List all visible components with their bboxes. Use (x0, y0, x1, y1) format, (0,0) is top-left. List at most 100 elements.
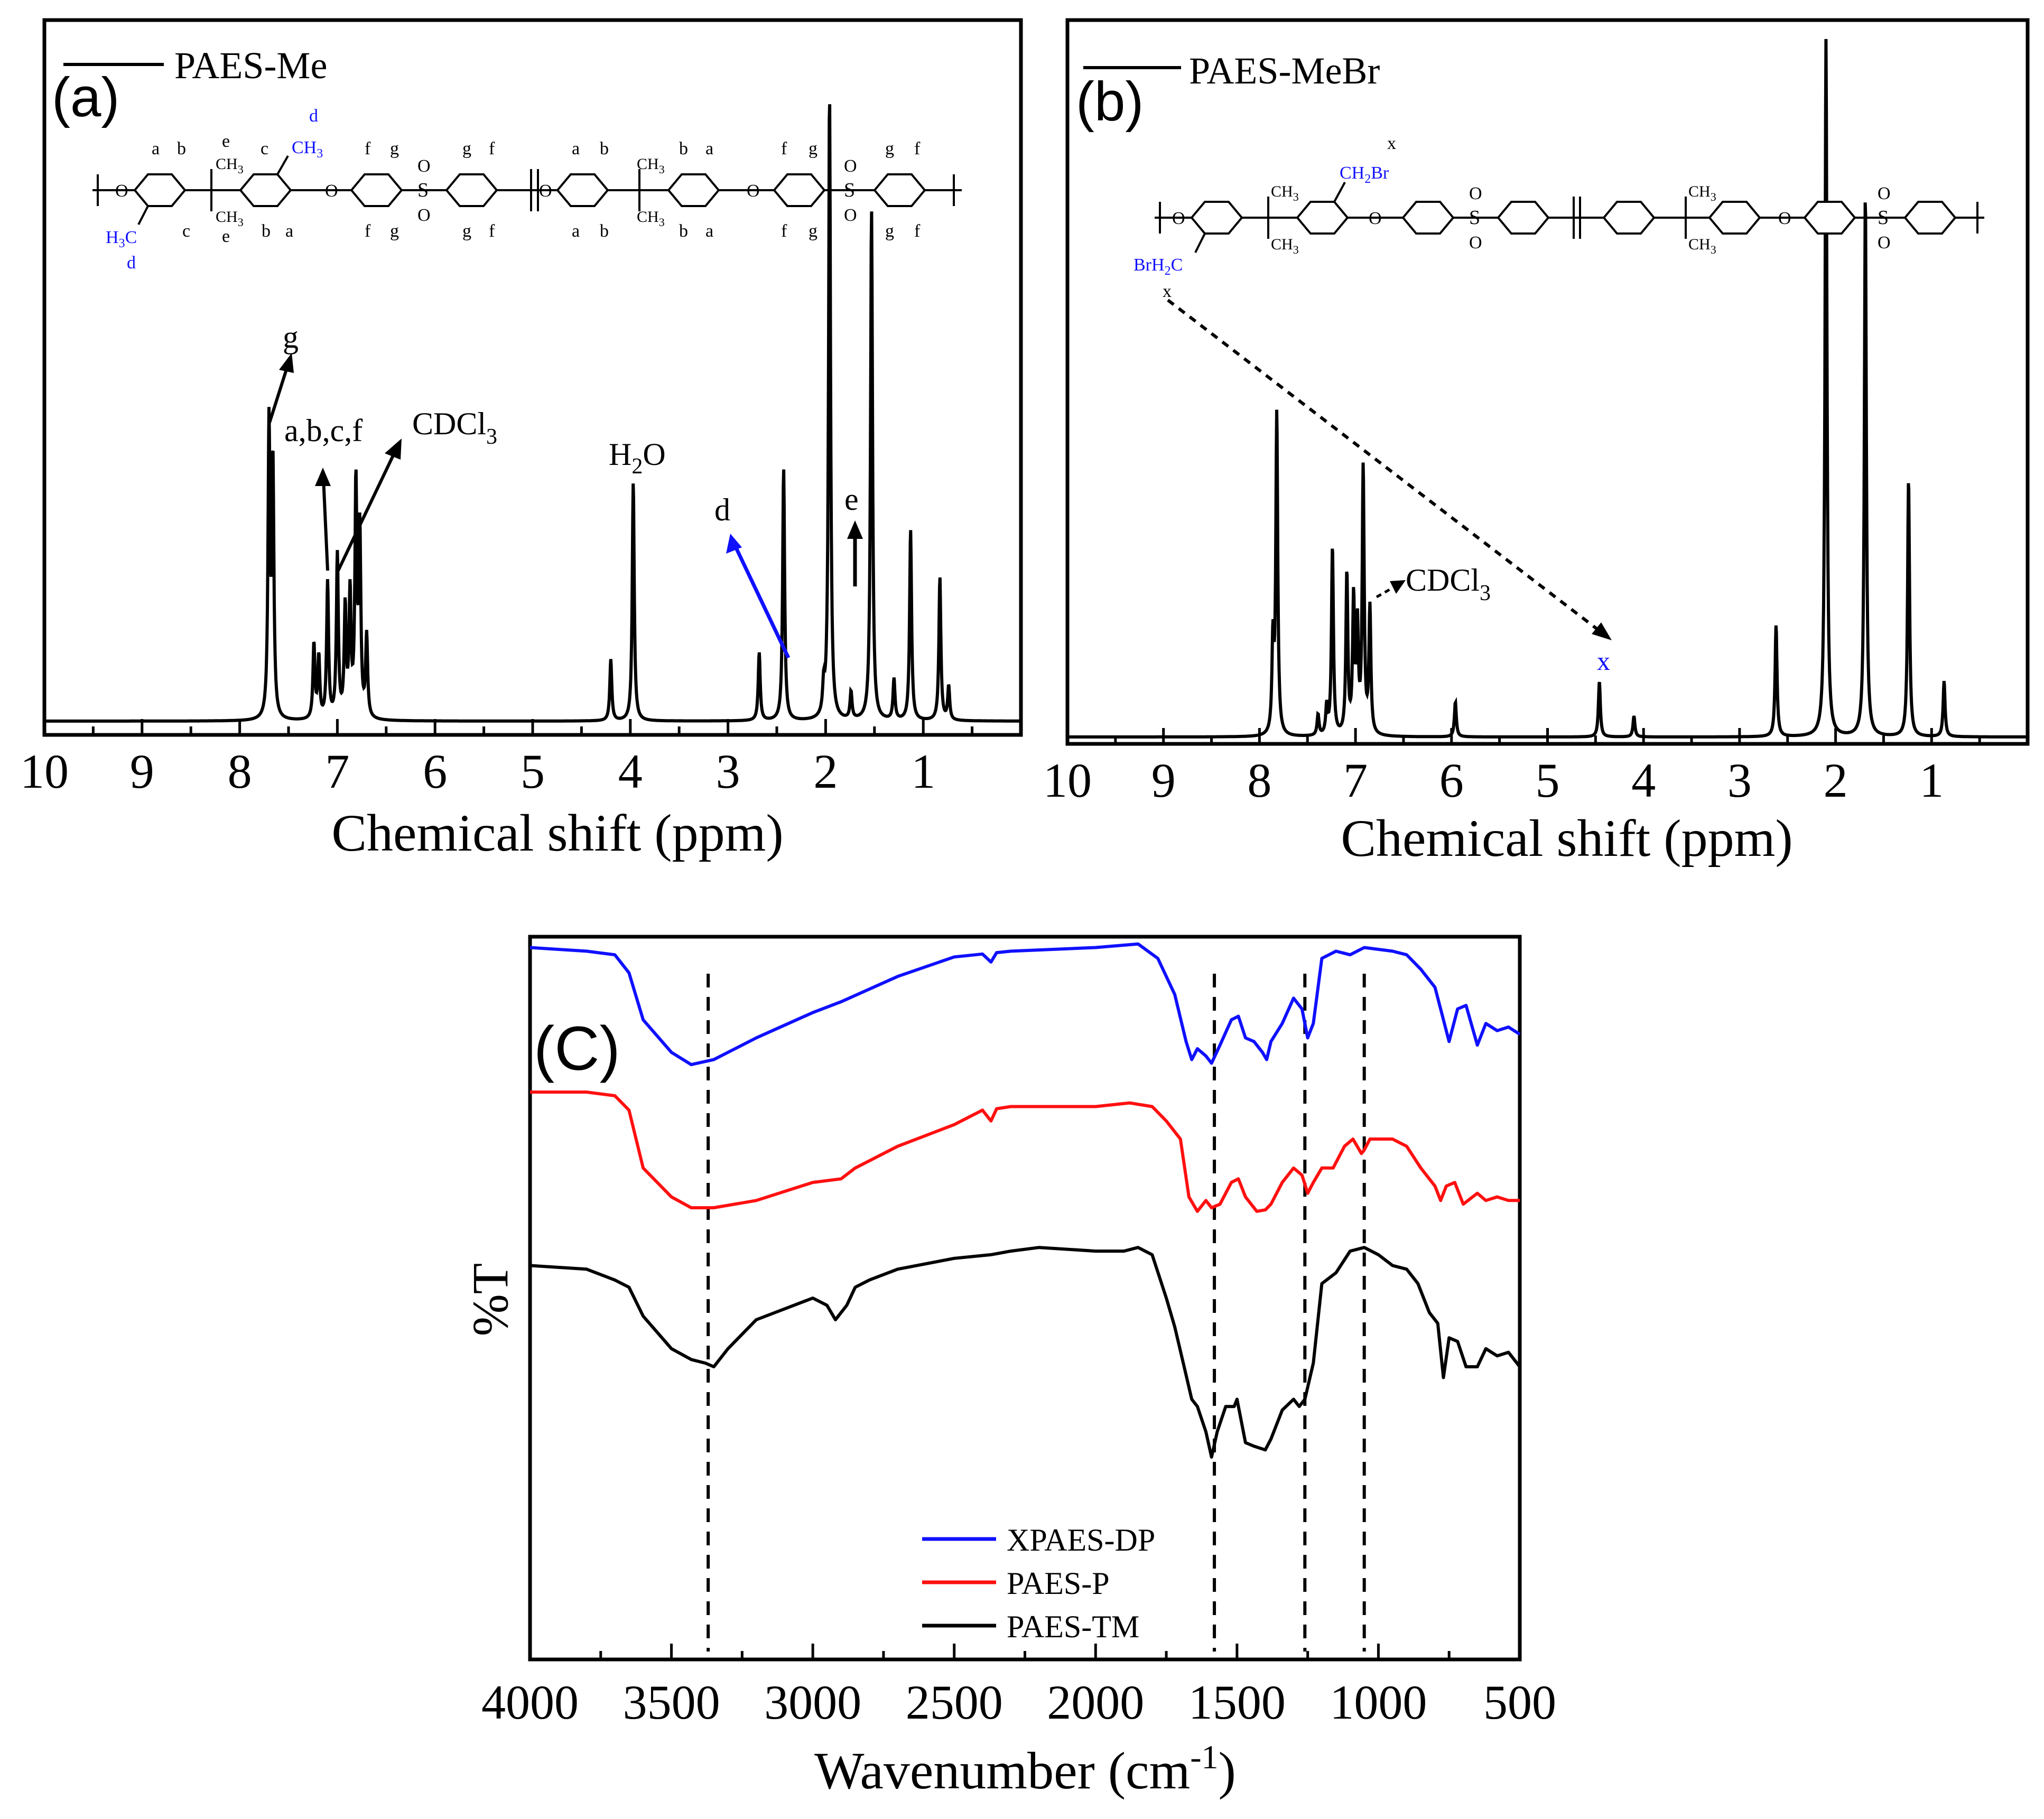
x-tick-label: 2 (813, 744, 838, 798)
panel-a-ring (350, 173, 403, 207)
panel-b-label: (b) (1076, 71, 1144, 133)
legend-label-paes-p: PAES-P (1007, 1566, 1110, 1601)
panel-b-arrowhead-cdcl (1390, 580, 1406, 594)
struct-label-g: g (809, 139, 817, 158)
x-tick-label: 1 (1919, 753, 1944, 807)
x-tick-label: 2 (1824, 753, 1848, 807)
panel-b-ch2br-bond (1194, 233, 1206, 253)
x-tick-label: 9 (1151, 753, 1176, 807)
x-tick-label: 3000 (764, 1675, 861, 1729)
x-tick-label: 10 (1043, 753, 1092, 807)
panel-b-ring (1803, 201, 1856, 235)
struct-o: O (1878, 233, 1891, 253)
struct-s: S (1878, 207, 1889, 229)
panel-a-arrowhead-d (726, 534, 742, 554)
panel-a-ring (873, 173, 926, 207)
panel-b-x-axis: 10 9 8 7 6 5 4 3 2 1 (1043, 728, 2029, 807)
struct-o: O (1778, 209, 1791, 228)
panel-a-ring (133, 173, 187, 207)
struct-label-d: d (309, 106, 318, 126)
panel-a-arrow-cdcl (337, 453, 395, 572)
panel-b-structure-labels: O O S O O O S O O x CH2Br CH3 CH3 CH3 CH… (1134, 134, 1891, 301)
struct-label-g: g (885, 139, 894, 158)
struct-s: S (417, 179, 429, 201)
panel-c-legend: XPAES-DP PAES-P PAES-TM (922, 1523, 1155, 1644)
legend-label-xpaes-dp: XPAES-DP (1007, 1523, 1155, 1557)
panel-c-reference-lines (707, 974, 1366, 1652)
panel-a-arrowhead-g (279, 353, 294, 373)
struct-label-a: a (152, 139, 160, 158)
panel-b-ring (1497, 201, 1550, 235)
struct-o: O (747, 181, 760, 201)
panel-b-xlabel: Chemical shift (ppm) (1341, 809, 1792, 867)
panel-b-arrow-cdcl (1376, 585, 1396, 599)
panel-a-structure-labels: O O O O S O O S O O a b e c CH3 CH3 c e … (106, 106, 921, 273)
panel-c-label: (C) (534, 1014, 620, 1084)
panel-b-spectrum (1067, 39, 2028, 739)
panel-a-ring (445, 173, 498, 207)
struct-label-c: c (182, 221, 190, 241)
panel-b-ring (1708, 201, 1761, 235)
struct-label-b: b (679, 221, 688, 241)
struct-label-g: g (462, 139, 471, 158)
struct-ch3: CH3 (637, 208, 665, 229)
panel-b-ring (1190, 201, 1243, 235)
panel-a-ring (667, 173, 720, 207)
x-tick-label: 4 (618, 744, 643, 798)
panel-c-xlabel: Wavenumber (cm-1) (814, 1738, 1236, 1800)
struct-label-g: g (390, 139, 399, 158)
struct-label-a: a (572, 139, 580, 158)
x-tick-label: 3500 (623, 1675, 720, 1729)
series-line-paes-tm (529, 1246, 1521, 1459)
struct-label-g: g (390, 221, 399, 241)
x-tick-label: 8 (1247, 753, 1271, 807)
panel-a-methyl-bond (137, 206, 149, 225)
struct-ch3: CH3 (216, 155, 244, 176)
struct-label-f: f (489, 221, 495, 241)
panel-a-xlabel: Chemical shift (ppm) (331, 804, 783, 862)
x-tick-label: 1500 (1188, 1675, 1286, 1729)
struct-o: O (1469, 184, 1482, 203)
struct-ch2br-blue: CH2Br (1340, 163, 1389, 186)
panel-a-arrow-d (733, 546, 791, 659)
struct-ch3: CH3 (1271, 236, 1299, 256)
x-tick-label: 3 (1727, 753, 1752, 807)
panel-a-ann-g: g (283, 320, 299, 355)
panel-b-ring (1602, 201, 1656, 235)
struct-label-g: g (462, 221, 471, 241)
panel-b-legend: PAES-MeBr (1189, 50, 1380, 92)
panel-a-structure (92, 155, 962, 225)
struct-label-d: d (127, 253, 136, 273)
x-tick-label: 6 (1439, 753, 1464, 807)
struct-o: O (1369, 209, 1382, 228)
struct-o: O (1172, 209, 1185, 228)
panel-a-legend: PAES-Me (174, 44, 327, 87)
series-line-paes-p (530, 1090, 1520, 1213)
panel-b-ann-cdcl: CDCl3 (1406, 563, 1491, 605)
struct-o: O (844, 206, 857, 225)
panel-c-ftir: 4000 3500 3000 2500 2000 1500 1000 500 (C) %T W… (462, 935, 1556, 1800)
struct-label-a: a (572, 221, 580, 241)
panel-c-x-axis: 4000 3500 3000 2500 2000 1500 1000 500 (481, 1644, 1556, 1729)
x-tick-label: 10 (20, 744, 69, 798)
panel-b-arrow-x (1167, 298, 1603, 635)
x-tick-label: 1000 (1330, 1675, 1427, 1729)
struct-label-g: g (809, 221, 817, 241)
panel-a-label: (a) (52, 67, 119, 128)
struct-ch3: CH3 (1271, 183, 1299, 203)
panel-a-ann-h2o: H2O (609, 437, 666, 479)
panel-c-ylabel: %T (462, 1263, 518, 1337)
panel-b-ann-x: x (1597, 646, 1610, 676)
struct-ch3: CH3 (216, 208, 244, 229)
struct-label-e: e (222, 227, 230, 246)
struct-label-f: f (781, 139, 787, 158)
panel-a-ann-d: d (714, 492, 730, 527)
struct-o: O (1469, 233, 1482, 253)
struct-label-e: e (222, 132, 230, 151)
struct-o: O (417, 206, 431, 225)
struct-o: O (844, 156, 857, 176)
struct-label-a: a (285, 221, 293, 241)
struct-ch3: CH3 (1688, 236, 1716, 256)
panel-a-spectrum (44, 104, 1021, 723)
